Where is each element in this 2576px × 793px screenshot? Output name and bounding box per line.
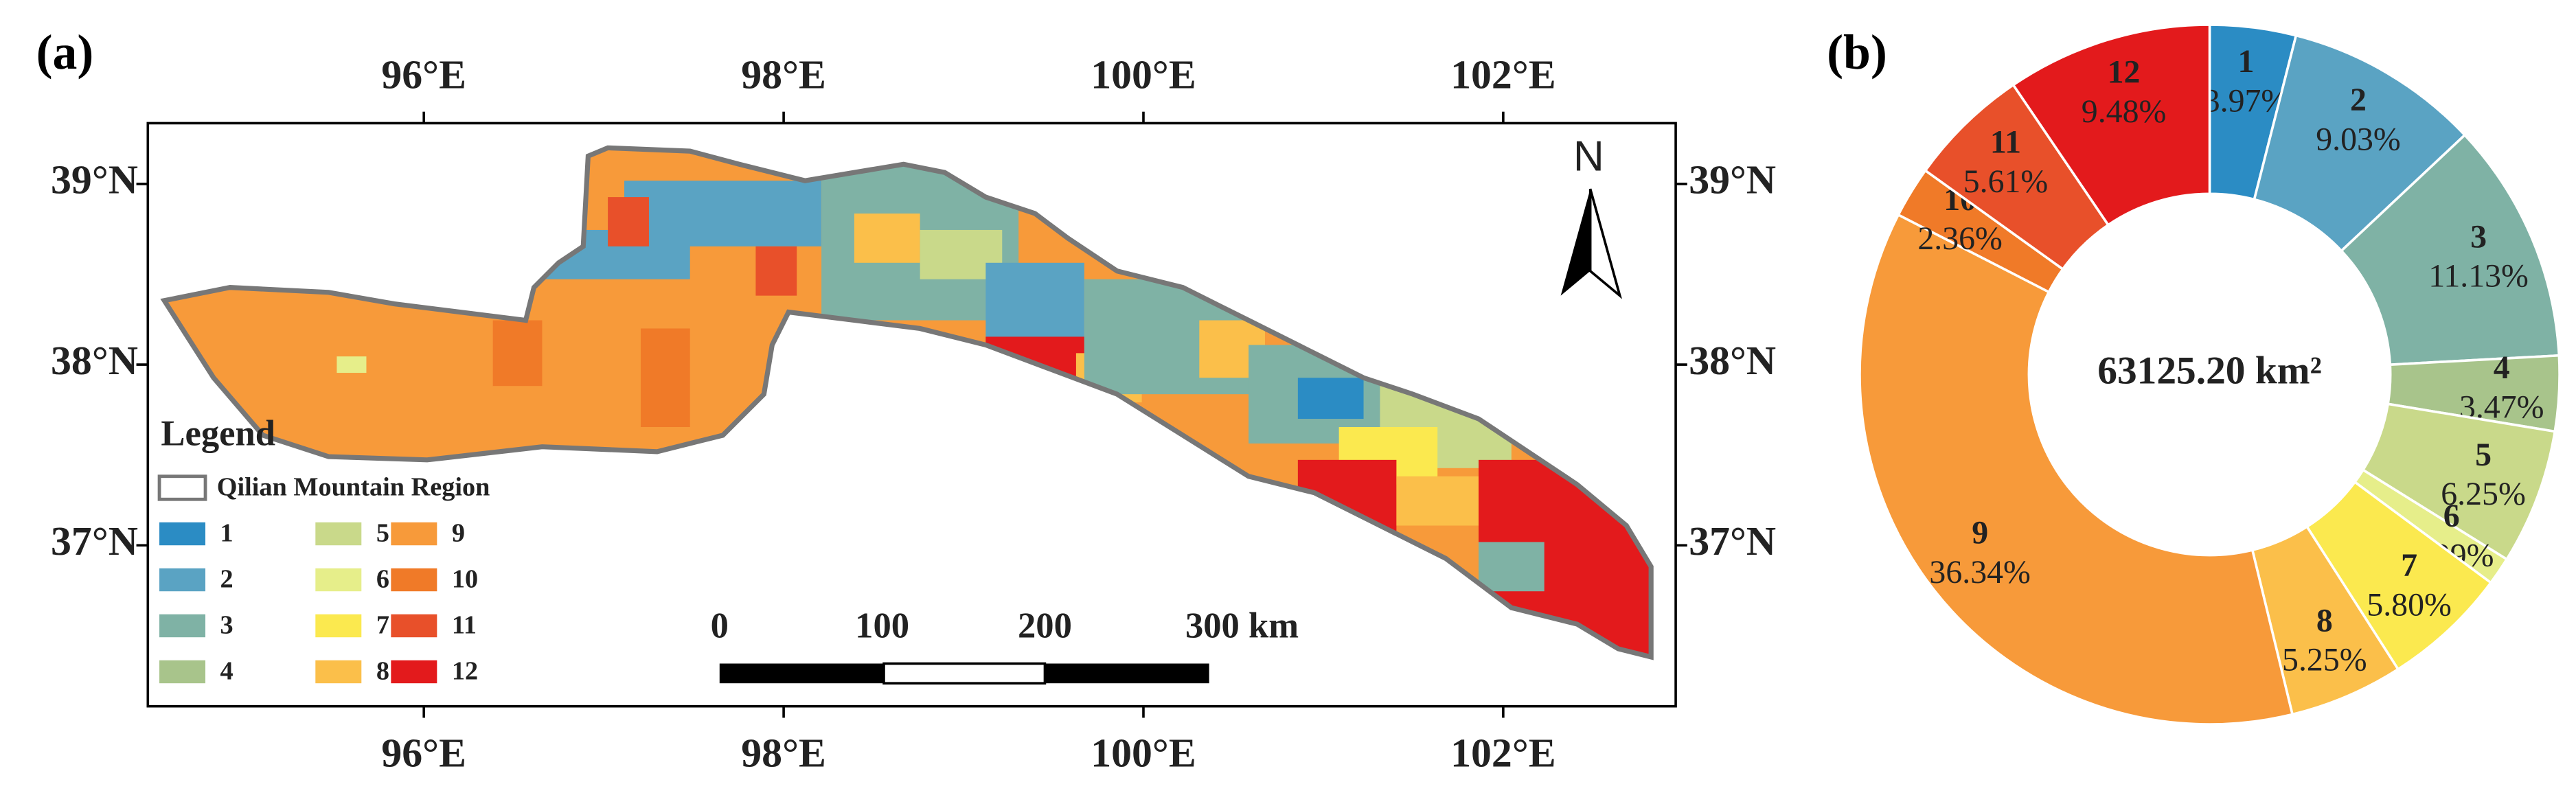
legend-swatch [391,522,437,546]
legend-swatch [315,660,362,684]
legend-swatch [159,660,206,684]
panel-label: (b) [1827,25,1887,80]
legend-label: 7 [376,611,389,640]
slice-name: 1 [2238,43,2255,80]
legend-label: 5 [376,519,389,548]
slice-name: 11 [1990,124,2021,161]
legend-swatch [391,568,437,592]
legend-label: 1 [220,519,233,548]
slice-label: 9.48% [2082,93,2167,130]
slice-name: 5 [2475,437,2492,473]
slice-name: 12 [2108,54,2141,91]
lat-label: 38°N [51,338,138,383]
donut-slice [1858,213,2294,726]
slice-name: 9 [1972,514,1988,551]
lat-label: 37°N [1689,518,1776,564]
legend-label: 11 [452,611,477,640]
slice-name: 4 [2494,349,2510,386]
legend-swatch [315,522,362,546]
donut-slice [2011,23,2211,227]
slice-label: 3.97% [2204,83,2289,119]
lon-label: 96°E [381,52,466,97]
slice-name: 3 [2470,218,2487,255]
slice-label: 11.13% [2428,258,2529,295]
scale-label: 0 [711,606,729,645]
legend-label: 10 [452,565,478,594]
lon-label: 98°E [741,731,826,776]
legend-title: Legend [161,413,275,453]
legend-swatch [159,522,206,546]
scale-label: 200 [1018,606,1072,645]
slice-name: 7 [2401,547,2417,584]
scale-label: 300 km [1185,606,1299,645]
scale-bar [882,662,1047,685]
legend-swatch [315,568,362,592]
slice-label: 5.25% [2282,642,2367,678]
legend-swatch [159,568,206,592]
legend-swatch [159,614,206,638]
lon-label: 102°E [1450,52,1556,97]
region-boundary [160,145,1654,660]
slice-label: 9.03% [2316,121,2401,157]
legend-swatch [391,614,437,638]
slice-label: 5.80% [2367,586,2452,623]
legend-label: 2 [220,565,233,594]
lat-label: 38°N [1689,338,1776,383]
slice-label: 5.61% [1963,163,2049,200]
scale-bar [719,663,885,684]
donut-slice [2339,133,2561,367]
legend-swatch [315,614,362,638]
lon-label: 96°E [381,731,466,776]
slice-label: 36.34% [1929,554,2030,590]
legend-label: Qilian Mountain Region [217,473,490,502]
lon-label: 102°E [1450,731,1556,776]
north-label: N [1573,133,1604,180]
legend-label: 6 [376,565,389,594]
slice-name: 2 [2350,82,2367,118]
scale-bar [1045,663,1209,684]
slice-label: 2.36% [1917,220,2003,257]
lon-label: 100°E [1091,731,1196,776]
slice-name: 8 [2316,602,2333,639]
lat-label: 39°N [1689,157,1776,203]
scale-label: 100 [855,606,909,645]
legend-label: 8 [376,657,389,686]
legend-label: 4 [220,657,233,686]
north-arrow [1588,188,1622,299]
slice-label: 6.25% [2441,476,2526,512]
panel-label: (a) [36,25,94,80]
legend-label: 3 [220,611,233,640]
lat-label: 39°N [51,157,138,203]
legend-label: 12 [452,657,478,686]
lon-label: 100°E [1091,52,1196,97]
legend-label: 9 [452,519,465,548]
legend-swatch [391,660,437,684]
lat-label: 37°N [51,518,138,564]
lon-label: 98°E [741,52,826,97]
slice-name: 6 [2443,498,2460,534]
north-arrow [1560,189,1591,296]
legend-swatch [157,474,207,501]
map-frame [146,122,1677,708]
center-label: 63125.20 km² [2097,349,2322,393]
